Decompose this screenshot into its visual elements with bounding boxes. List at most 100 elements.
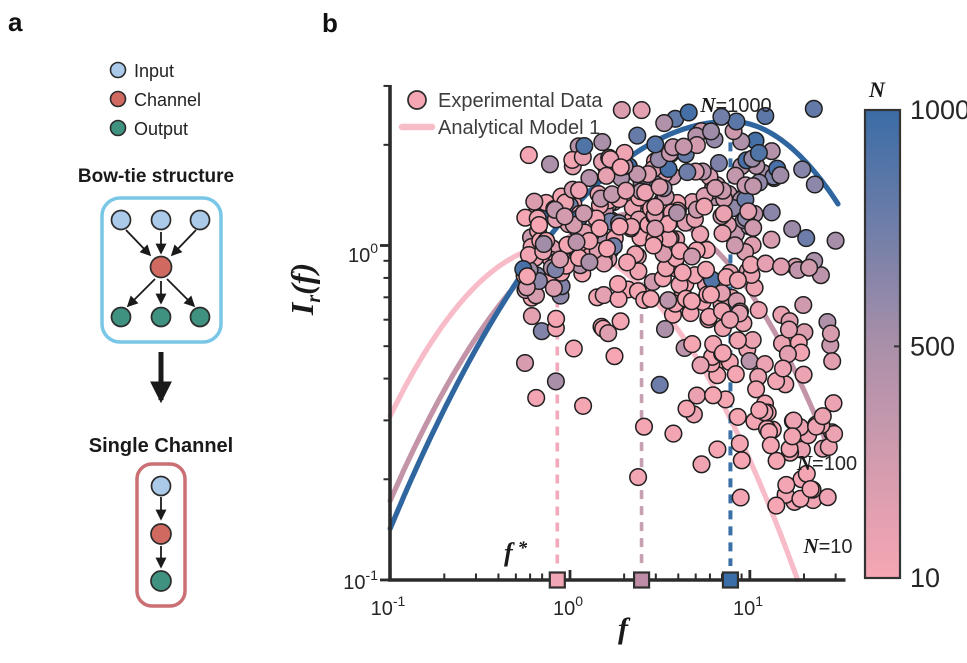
- panel-a-label: a: [8, 7, 23, 37]
- scatter-point: [708, 440, 727, 459]
- scatter-point: [650, 375, 669, 394]
- scatter-point: [691, 225, 710, 244]
- scatter-point: [646, 219, 665, 238]
- bowtie-nodes: [110, 209, 211, 328]
- channel-node: [150, 523, 172, 545]
- colorbar-tick-label: 10: [910, 563, 940, 593]
- colorbar-tick-label: 500: [910, 331, 955, 361]
- scatter-point: [683, 335, 702, 354]
- colorbar-group: 1000 500 10: [863, 95, 967, 593]
- x-axis-label: f: [618, 612, 631, 645]
- scatter-point: [597, 239, 617, 258]
- x-tick-label: 100: [553, 593, 583, 620]
- scatter-point: [550, 250, 570, 269]
- scatter-point: [728, 331, 747, 350]
- panel-a-diagram: a Input Channel Output Bow-tie structure: [8, 7, 234, 608]
- scatter-point: [800, 258, 819, 277]
- fstar-annotation: f *: [504, 538, 528, 567]
- scatter-point: [679, 103, 698, 122]
- annotations: Experimental Data Analytical Model 1 100…: [284, 77, 886, 645]
- scatter-point: [650, 177, 669, 197]
- scatter-point: [580, 253, 599, 272]
- input-node: [150, 209, 172, 231]
- scatter-point: [655, 320, 675, 339]
- scatter-point: [609, 289, 628, 309]
- scatter-point: [744, 177, 763, 196]
- scatter-point: [749, 301, 768, 320]
- scatter-point: [783, 219, 802, 239]
- scatter-point: [525, 192, 544, 211]
- scatter-point: [772, 257, 791, 276]
- scatter-point: [750, 401, 769, 420]
- scatter-point: [677, 399, 696, 418]
- output-node: [150, 306, 172, 328]
- scatter-point: [779, 320, 799, 339]
- scatter-point: [728, 407, 747, 426]
- peak-marker-square-10: [548, 571, 566, 589]
- scatter-point: [668, 203, 687, 222]
- scatter-point: [634, 417, 654, 436]
- scatter-point: [673, 263, 692, 282]
- svg-text:Ir(f): Ir(f): [284, 263, 325, 316]
- scatter-point: [826, 231, 845, 250]
- scatter-point: [616, 181, 636, 200]
- scatter-point: [569, 181, 589, 200]
- scatter-point: [682, 292, 701, 311]
- legend-analytical-model: Analytical Model 1: [438, 117, 600, 139]
- scatter-point: [655, 114, 674, 133]
- scatter-point: [611, 312, 630, 331]
- scatter-point: [813, 407, 832, 426]
- colorbar-title: N: [868, 77, 886, 102]
- scatter-point: [527, 388, 546, 407]
- single-channel-box: [135, 462, 187, 608]
- scatter-point: [629, 468, 648, 487]
- scatter-point: [682, 247, 701, 266]
- bowtie-arrows: [125, 229, 197, 308]
- scatter-point: [575, 136, 594, 156]
- scatter-point: [805, 175, 824, 194]
- scatter-point: [804, 99, 823, 118]
- scatter-point: [547, 309, 566, 328]
- input-node: [189, 209, 211, 231]
- scatter-point: [567, 233, 586, 252]
- curve-label-100: N=100: [796, 451, 857, 475]
- scatter-point: [823, 352, 842, 371]
- scatter-point: [678, 163, 697, 182]
- scatter-point: [605, 347, 624, 366]
- scatter-point: [767, 496, 786, 515]
- scatter-point: [797, 229, 816, 248]
- scatter-point: [725, 236, 744, 255]
- bowtie-title: Bow-tie structure: [78, 166, 234, 187]
- scatter-point: [695, 197, 714, 216]
- scatter-point: [762, 203, 781, 222]
- scatter-point: [564, 339, 583, 358]
- scatter-point: [739, 202, 758, 221]
- scatter-point: [783, 427, 802, 446]
- scatter-point: [641, 289, 660, 308]
- scatter-point: [612, 100, 631, 120]
- scatter-point: [515, 353, 535, 373]
- scatter-point: [824, 394, 843, 413]
- input-node-icon: [109, 61, 127, 79]
- scatter-point: [593, 133, 612, 152]
- output-node: [189, 306, 211, 328]
- scatter-point: [709, 154, 728, 173]
- panel-b-plot: b 1000 500 10 Experimental Data Analytical…: [284, 8, 967, 645]
- scatter-points: [514, 99, 845, 515]
- scatter-point: [546, 372, 565, 391]
- peak-marker-square-1000: [721, 571, 740, 589]
- scatter-point: [530, 215, 549, 235]
- scatter-point: [644, 236, 663, 255]
- scatter-point: [628, 126, 647, 145]
- scatter-point: [646, 135, 665, 154]
- scatter-point: [706, 179, 725, 198]
- scatter-point: [664, 424, 683, 443]
- scatter-point: [701, 122, 721, 141]
- scatter-point: [540, 155, 560, 174]
- scatter-point: [818, 488, 837, 507]
- scatter-point: [728, 271, 747, 290]
- scatter-point: [793, 160, 812, 179]
- y-tick-label: 10-1: [343, 567, 378, 594]
